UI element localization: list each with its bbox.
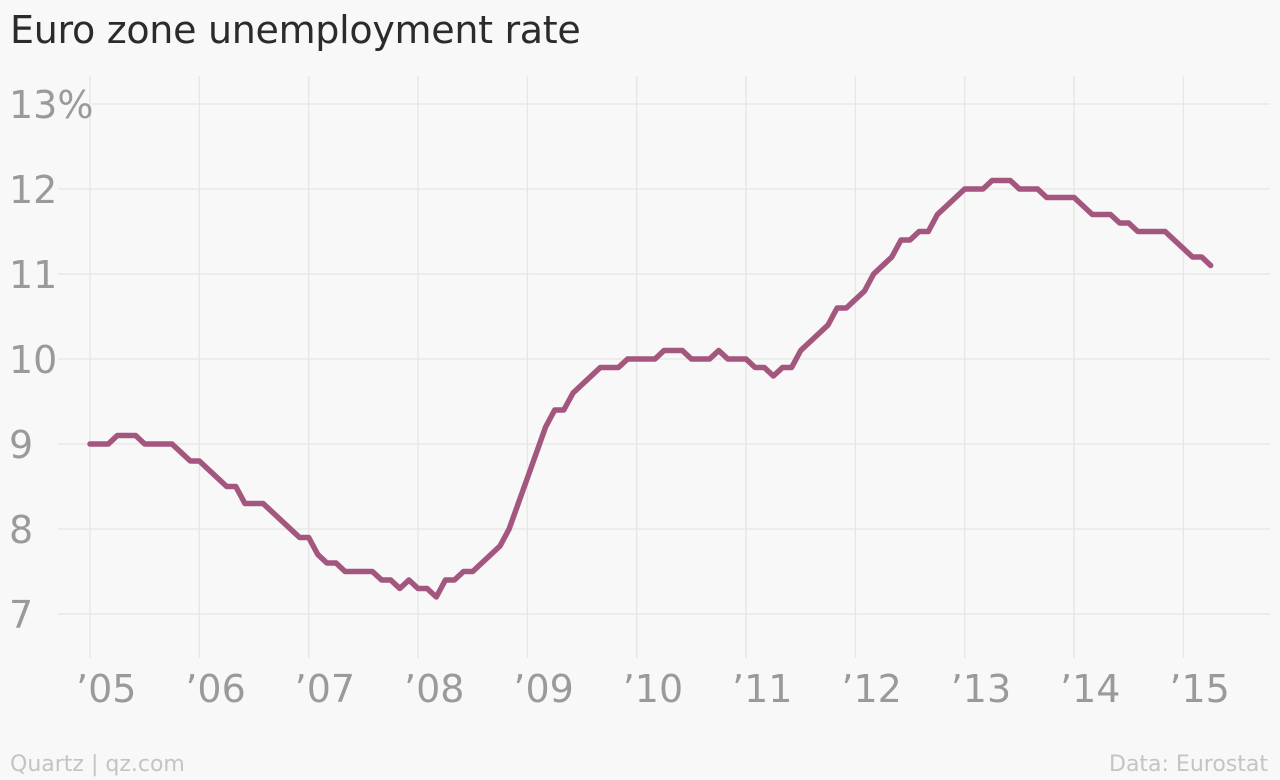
footer-credit: Quartz | qz.com [10, 752, 185, 777]
chart-title: Euro zone unemployment rate [10, 8, 581, 52]
footer-source: Data: Eurostat [1109, 752, 1268, 777]
y-tick-label: 8 [9, 508, 33, 552]
x-tick-label: ’06 [185, 667, 245, 711]
x-tick-label: ’13 [951, 667, 1011, 711]
x-tick-label: ’09 [513, 667, 573, 711]
y-tick-label: 13% [9, 83, 93, 127]
y-tick-label: 9 [9, 423, 33, 467]
y-tick-label: 7 [9, 593, 33, 637]
x-tick-label: ’12 [841, 667, 901, 711]
series-line [87, 177, 1214, 600]
x-tick-label: ’11 [732, 667, 792, 711]
y-tick-label: 11 [9, 253, 57, 297]
x-tick-label: ’10 [623, 667, 683, 711]
y-tick-label: 10 [9, 338, 57, 382]
x-tick-label: ’05 [76, 667, 136, 711]
x-tick-label: ’15 [1169, 667, 1229, 711]
y-tick-label: 12 [9, 168, 57, 212]
x-tick-label: ’08 [404, 667, 464, 711]
x-tick-label: ’07 [295, 667, 355, 711]
grid [58, 76, 1270, 658]
x-tick-label: ’14 [1060, 667, 1120, 711]
